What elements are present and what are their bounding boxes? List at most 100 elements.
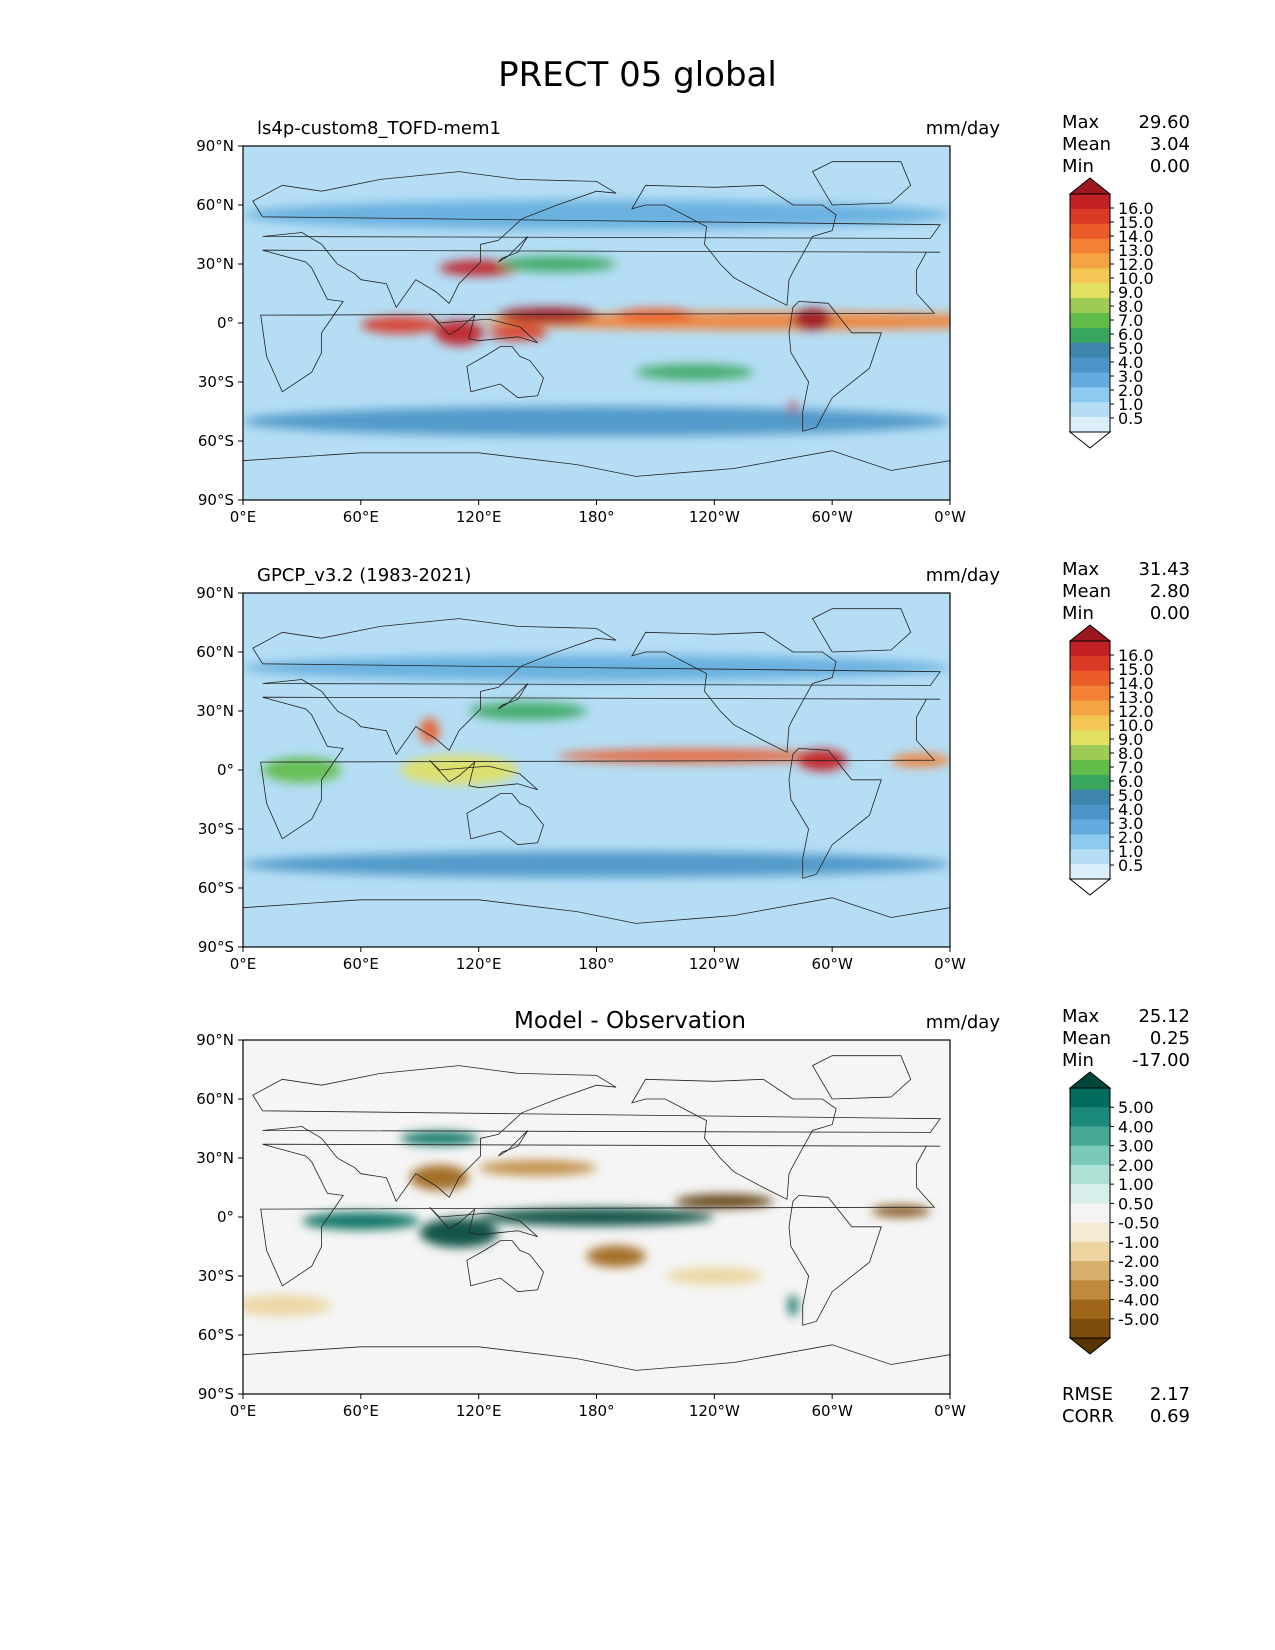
colorbar-segment xyxy=(1070,223,1110,240)
colorbar: 5.004.003.002.001.000.50-0.50-1.00-2.00-… xyxy=(1068,1071,1159,1355)
precip-feature xyxy=(635,364,754,381)
colorbar-label: -2.00 xyxy=(1118,1252,1159,1271)
x-tick-label: 120°E xyxy=(456,1402,502,1420)
colorbar-label: 16.0 xyxy=(1118,199,1154,218)
stat-mean-label: Mean xyxy=(1062,581,1112,602)
precip-feature xyxy=(419,1217,499,1248)
colorbar-extend-min xyxy=(1068,431,1112,449)
x-tick-label: 60°W xyxy=(811,508,853,526)
corr-label: CORR xyxy=(1062,1406,1114,1427)
colorbar-segment xyxy=(1070,268,1110,284)
precip-feature xyxy=(301,1212,420,1230)
stat-mean-value: 3.04 xyxy=(1149,134,1190,155)
stat-max-value: 31.43 xyxy=(1138,559,1190,580)
colorbar-segment xyxy=(1070,789,1110,806)
coastline xyxy=(498,1130,529,1157)
colorbar-segment xyxy=(1070,313,1110,329)
colorbar-extend-max xyxy=(1068,1071,1112,1089)
stat-max-value: 25.12 xyxy=(1138,1006,1190,1027)
colorbar-extend-min xyxy=(1068,1337,1112,1355)
coastline xyxy=(498,236,529,263)
precip-feature xyxy=(498,307,597,324)
colorbar-segment xyxy=(1070,1107,1110,1127)
colorbar-label: 9.0 xyxy=(1118,730,1143,749)
coastline xyxy=(429,1206,538,1238)
colorbar-segment xyxy=(1070,804,1110,820)
x-tick-label: 0°W xyxy=(934,508,966,526)
colorbar-segment xyxy=(1070,1318,1110,1339)
colorbar-label: 2.00 xyxy=(1118,1156,1154,1175)
colorbar-segment xyxy=(1070,1299,1110,1320)
precip-feature xyxy=(243,200,950,230)
colorbar-label: 2.0 xyxy=(1118,381,1143,400)
x-tick-label: 120°W xyxy=(689,955,740,973)
coastline xyxy=(243,1344,950,1394)
coastline xyxy=(260,249,941,393)
colorbar-segment xyxy=(1070,417,1110,433)
colorbar-segment xyxy=(1070,834,1110,850)
coastline xyxy=(429,312,538,344)
colorbar-label: 5.0 xyxy=(1118,339,1143,358)
colorbar-label: 1.0 xyxy=(1118,395,1143,414)
y-tick-label: 0° xyxy=(217,761,234,779)
colorbar-segment xyxy=(1070,1145,1110,1166)
x-tick-label: 120°E xyxy=(456,955,502,973)
coastline xyxy=(811,608,912,653)
x-tick-label: 60°E xyxy=(343,508,379,526)
coastline xyxy=(788,300,882,432)
units-label: mm/day xyxy=(925,118,1000,139)
units-label: mm/day xyxy=(925,1012,1000,1033)
rmse-label: RMSE xyxy=(1062,1384,1113,1405)
stat-max-label: Max xyxy=(1062,1006,1100,1027)
colorbar-label: 0.5 xyxy=(1118,856,1143,875)
stat-min-value: 0.00 xyxy=(1149,603,1190,624)
panel-title: GPCP_v3.2 (1983-2021) xyxy=(257,565,472,586)
colorbar-segment xyxy=(1070,1164,1110,1185)
colorbar-label: 8.0 xyxy=(1118,297,1143,316)
precip-feature xyxy=(400,1131,479,1146)
x-tick-label: 0°E xyxy=(230,508,257,526)
colorbar-segment xyxy=(1070,238,1110,254)
colorbar-label: 3.00 xyxy=(1118,1137,1154,1156)
colorbar-segment xyxy=(1070,387,1110,403)
colorbar-label: -3.00 xyxy=(1118,1271,1159,1290)
x-tick-label: 60°E xyxy=(343,1402,379,1420)
y-tick-label: 0° xyxy=(217,314,234,332)
stat-min-value: 0.00 xyxy=(1149,156,1190,177)
colorbar-segment xyxy=(1070,372,1110,388)
coastline xyxy=(788,747,882,879)
colorbar-label: 8.0 xyxy=(1118,744,1143,763)
y-tick-label: 90°S xyxy=(198,1385,234,1403)
colorbar-frame xyxy=(1069,1087,1111,1339)
y-tick-label: 60°N xyxy=(196,1090,234,1108)
colorbar-label: 12.0 xyxy=(1118,255,1154,274)
coastline xyxy=(243,450,950,500)
y-tick-label: 60°S xyxy=(198,1326,234,1344)
colorbar-segment xyxy=(1070,1261,1110,1281)
x-tick-label: 60°W xyxy=(811,1402,853,1420)
colorbar-segment xyxy=(1070,760,1110,776)
coastline xyxy=(631,184,837,306)
map-plot: 0°E 60°E 120°E 180° 120°W 60°W 0°W 90°N 60°N 30°N… xyxy=(196,1031,966,1420)
colorbar-segment xyxy=(1070,402,1110,418)
stat-mean-label: Mean xyxy=(1062,1028,1112,1049)
colorbar-label: 3.0 xyxy=(1118,814,1143,833)
colorbar-segment xyxy=(1070,745,1110,761)
y-tick-label: 90°S xyxy=(198,491,234,509)
colorbar-label: 10.0 xyxy=(1118,716,1154,735)
x-tick-label: 120°W xyxy=(689,1402,740,1420)
colorbar-segment xyxy=(1070,253,1110,269)
precip-feature xyxy=(243,1294,332,1317)
coastline xyxy=(788,1194,882,1326)
x-tick-label: 0°E xyxy=(230,1402,257,1420)
colorbar-label: 14.0 xyxy=(1118,227,1154,246)
panel-title: Model - Observation xyxy=(513,1008,747,1034)
colorbar-label: 13.0 xyxy=(1118,688,1154,707)
difference-panel: Model - Observation mm/day Max 25.12 Mean… xyxy=(0,1006,1275,1472)
precip-feature xyxy=(409,1164,469,1191)
x-tick-label: 180° xyxy=(578,955,614,973)
precip-feature xyxy=(400,755,518,785)
colorbar-label: -4.00 xyxy=(1118,1291,1159,1310)
x-tick-label: 0°W xyxy=(934,1402,966,1420)
y-tick-label: 90°N xyxy=(196,1031,234,1049)
